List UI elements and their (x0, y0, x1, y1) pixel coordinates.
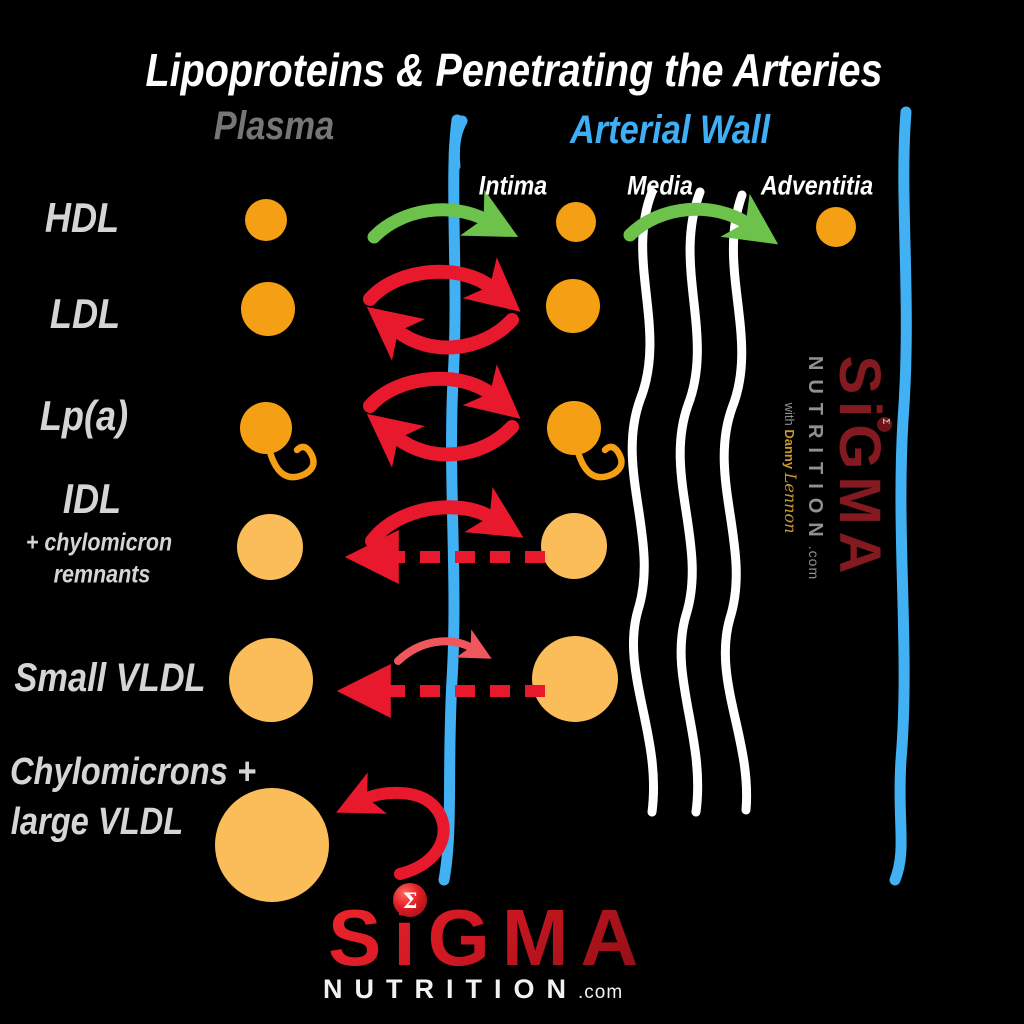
media-wave-2 (675, 187, 705, 817)
media-layer-heading: Media (627, 170, 693, 201)
hdl-adventitia-circle (816, 207, 856, 247)
lpa-out-arrow (366, 413, 519, 468)
nutrition-tld: .com (577, 982, 624, 1003)
hdl-cross-media-arrow (623, 193, 779, 245)
plasma-column-heading: Plasma (213, 104, 335, 148)
row-label-chylomicrons-line2: large VLDL (10, 801, 184, 843)
chylomicron-plasma-circle (215, 788, 329, 902)
nutrition-text: NUTRITION (323, 974, 578, 1004)
hdl-intima-circle (556, 202, 596, 242)
outer-wall-line (889, 106, 912, 886)
row-label-small-vldl: Small VLDL (14, 656, 206, 700)
idl-in-arrow (365, 486, 524, 548)
sigma-logo-wordmark: SiGMA (328, 893, 651, 982)
media-wave-1 (627, 187, 658, 817)
hdl-cross-endothelium-arrow (367, 189, 519, 244)
adventitia-layer-heading: Adventitia (760, 170, 874, 201)
media-wave-3 (719, 190, 752, 815)
ldl-in-arrow (363, 257, 521, 312)
lpa-plasma-tail (266, 443, 317, 481)
row-label-idl-sub1: + chylomicron (25, 528, 173, 557)
row-label-chylomicrons-line1: Chylomicrons + (9, 751, 257, 793)
intima-layer-heading: Intima (478, 170, 548, 201)
lpa-in-arrow (363, 364, 521, 419)
ldl-plasma-circle (241, 282, 295, 336)
sigma-symbol: Σ (402, 887, 418, 913)
small-vldl-intima-circle (532, 636, 618, 722)
row-label-lpa: Lp(a) (39, 392, 129, 439)
arterial-wall-column-heading: Arterial Wall (569, 108, 771, 152)
ldl-intima-circle (546, 279, 600, 333)
endothelium-line-top-hook (448, 115, 468, 172)
sigma-logo-nutrition: NUTRITION.com (323, 974, 623, 1005)
chylomicron-bounce-arrow (336, 772, 450, 880)
watermark-credit: with Danny Lennon (781, 402, 800, 534)
watermark-nutrition: NUTRITION.com (804, 355, 826, 581)
lpa-intima-circle (547, 401, 601, 455)
row-label-idl-sub2: remnants (53, 560, 151, 589)
ldl-out-arrow (366, 306, 519, 361)
hdl-plasma-circle (245, 199, 287, 241)
row-label-idl: IDL (62, 475, 122, 522)
watermark-sigma-badge: Σ (877, 417, 892, 432)
small-vldl-plasma-circle (229, 638, 313, 722)
idl-intima-circle (541, 513, 607, 579)
row-label-ldl: LDL (49, 290, 121, 337)
row-label-hdl: HDL (44, 194, 120, 241)
lpa-intima-tail (574, 443, 625, 481)
endothelium-line (438, 114, 463, 886)
lpa-plasma-circle (240, 402, 292, 454)
watermark-wordmark: SiGMA Σ (827, 355, 892, 581)
idl-plasma-circle (237, 514, 303, 580)
sigma-logo-badge: Σ (393, 883, 427, 917)
sigma-watermark: SiGMA Σ NUTRITION.com with Danny Lennon (768, 318, 892, 618)
small-vldl-in-arrow (394, 629, 492, 665)
page-title: Lipoproteins & Penetrating the Arteries (145, 44, 883, 96)
